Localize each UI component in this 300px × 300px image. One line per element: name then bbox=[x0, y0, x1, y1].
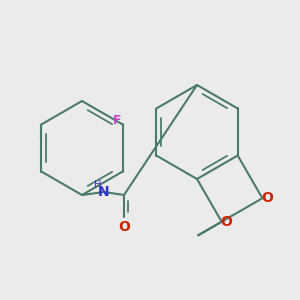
Text: F: F bbox=[112, 114, 121, 127]
Text: O: O bbox=[261, 191, 273, 205]
Text: O: O bbox=[118, 220, 130, 234]
Text: H: H bbox=[94, 180, 102, 190]
Text: N: N bbox=[98, 185, 110, 199]
Text: O: O bbox=[221, 215, 232, 229]
